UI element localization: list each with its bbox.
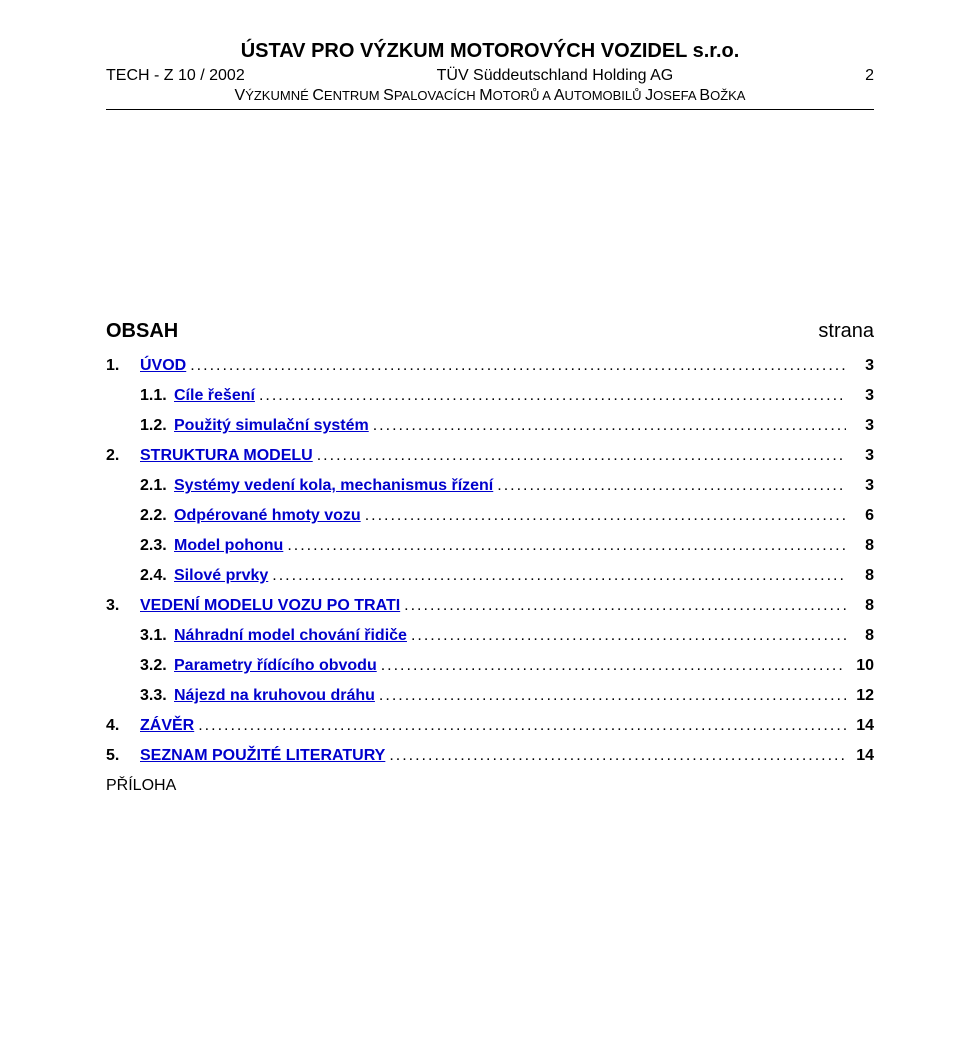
toc-page: 3	[850, 387, 874, 405]
toc-page: 6	[850, 507, 874, 525]
toc-label: VEDENÍ MODELU VOZU PO TRATI	[140, 597, 400, 615]
toc-entry: 2.4. Silové prvky 8	[140, 567, 874, 585]
toc-page: 14	[850, 747, 874, 765]
toc-number: 2.4.	[140, 567, 174, 585]
toc-link[interactable]: Odpérované hmoty vozu	[174, 507, 361, 524]
toc-leader	[287, 537, 846, 555]
toc-link[interactable]: Parametry řídícího obvodu	[174, 657, 377, 674]
toc-leader	[389, 747, 846, 765]
toc-entry: 3.2. Parametry řídícího obvodu 10	[140, 657, 874, 675]
toc-page: 3	[850, 357, 874, 375]
toc-strana-label: strana	[818, 320, 874, 343]
research-centre-subtitle: VÝZKUMNÉ CENTRUM SPALOVACÍCH MOTORŮ A AU…	[106, 87, 874, 105]
toc-entry: 1. ÚVOD 3	[106, 357, 874, 375]
toc-entry: 2. STRUKTURA MODELU 3	[106, 447, 874, 465]
toc-leader	[411, 627, 846, 645]
toc-label: Nájezd na kruhovou dráhu	[174, 687, 375, 705]
toc-label: Odpérované hmoty vozu	[174, 507, 361, 525]
toc-entry: 1.1. Cíle řešení 3	[140, 387, 874, 405]
toc-page: 8	[850, 627, 874, 645]
toc-link[interactable]: ÚVOD	[140, 357, 186, 374]
toc-entry: 3.3. Nájezd na kruhovou dráhu 12	[140, 687, 874, 705]
toc-link[interactable]: VEDENÍ MODELU VOZU PO TRATI	[140, 597, 400, 614]
toc-leader	[404, 597, 846, 615]
toc-link[interactable]: ZÁVĚR	[140, 717, 194, 734]
toc-leader	[497, 477, 846, 495]
toc-entry: 2.2. Odpérované hmoty vozu 6	[140, 507, 874, 525]
toc-page: 14	[850, 717, 874, 735]
toc-number: 1.	[106, 357, 140, 375]
toc-page: 3	[850, 447, 874, 465]
toc-label: SEZNAM POUŽITÉ LITERATURY	[140, 747, 385, 765]
toc-number: 2.2.	[140, 507, 174, 525]
toc-label: Model pohonu	[174, 537, 283, 555]
toc-number: 3.3.	[140, 687, 174, 705]
toc-number: 2.3.	[140, 537, 174, 555]
tech-code: TECH - Z 10 / 2002	[106, 67, 245, 85]
toc-label: Použitý simulační systém	[174, 417, 369, 435]
toc-link[interactable]: Cíle řešení	[174, 387, 255, 404]
toc-number: 5.	[106, 747, 140, 765]
toc-entry: 2.1. Systémy vedení kola, mechanismus ří…	[140, 477, 874, 495]
toc-number: 3.1.	[140, 627, 174, 645]
toc-label: Náhradní model chování řidiče	[174, 627, 407, 645]
toc-list: 1. ÚVOD 3 1.1. Cíle řešení 3 1.2. Použit…	[106, 357, 874, 765]
page-number: 2	[865, 67, 874, 85]
toc-page: 8	[850, 597, 874, 615]
header-divider	[106, 109, 874, 110]
toc-link[interactable]: Model pohonu	[174, 537, 283, 554]
toc-page: 8	[850, 567, 874, 585]
toc-number: 1.2.	[140, 417, 174, 435]
page-header: ÚSTAV PRO VÝZKUM MOTOROVÝCH VOZIDEL s.r.…	[106, 40, 874, 110]
toc-leader	[198, 717, 846, 735]
toc-entry: 2.3. Model pohonu 8	[140, 537, 874, 555]
toc-leader	[365, 507, 846, 525]
publisher: TÜV Süddeutschland Holding AG	[245, 67, 865, 85]
toc-page: 10	[850, 657, 874, 675]
toc-link[interactable]: Silové prvky	[174, 567, 268, 584]
toc-number: 1.1.	[140, 387, 174, 405]
toc-link[interactable]: Nájezd na kruhovou dráhu	[174, 687, 375, 704]
header-line-2: TECH - Z 10 / 2002 TÜV Süddeutschland Ho…	[106, 67, 874, 85]
toc-link[interactable]: Použitý simulační systém	[174, 417, 369, 434]
toc-link[interactable]: Náhradní model chování řidiče	[174, 627, 407, 644]
toc-appendix: PŘÍLOHA	[106, 777, 874, 795]
toc-link[interactable]: Systémy vedení kola, mechanismus řízení	[174, 477, 493, 494]
toc-number: 4.	[106, 717, 140, 735]
toc-label: STRUKTURA MODELU	[140, 447, 313, 465]
toc-label: Silové prvky	[174, 567, 268, 585]
toc-number: 3.2.	[140, 657, 174, 675]
toc-number: 2.1.	[140, 477, 174, 495]
toc-title: OBSAH	[106, 320, 178, 343]
toc-label: ZÁVĚR	[140, 717, 194, 735]
toc-leader	[381, 657, 846, 675]
toc-leader	[379, 687, 846, 705]
toc-section: OBSAH strana 1. ÚVOD 3 1.1. Cíle řešení …	[106, 320, 874, 795]
toc-leader	[259, 387, 846, 405]
toc-leader	[317, 447, 846, 465]
toc-entry: 4. ZÁVĚR 14	[106, 717, 874, 735]
toc-page: 8	[850, 537, 874, 555]
toc-page: 3	[850, 417, 874, 435]
toc-entry: 3. VEDENÍ MODELU VOZU PO TRATI 8	[106, 597, 874, 615]
toc-label: Cíle řešení	[174, 387, 255, 405]
toc-label: Parametry řídícího obvodu	[174, 657, 377, 675]
toc-page: 12	[850, 687, 874, 705]
institute-title: ÚSTAV PRO VÝZKUM MOTOROVÝCH VOZIDEL s.r.…	[106, 40, 874, 63]
toc-number: 3.	[106, 597, 140, 615]
toc-leader	[272, 567, 846, 585]
toc-link[interactable]: STRUKTURA MODELU	[140, 447, 313, 464]
toc-number: 2.	[106, 447, 140, 465]
toc-label: Systémy vedení kola, mechanismus řízení	[174, 477, 493, 495]
toc-label: ÚVOD	[140, 357, 186, 375]
toc-entry: 5. SEZNAM POUŽITÉ LITERATURY 14	[106, 747, 874, 765]
toc-link[interactable]: SEZNAM POUŽITÉ LITERATURY	[140, 747, 385, 764]
toc-header: OBSAH strana	[106, 320, 874, 343]
toc-page: 3	[850, 477, 874, 495]
toc-entry: 1.2. Použitý simulační systém 3	[140, 417, 874, 435]
toc-leader	[190, 357, 846, 375]
toc-entry: 3.1. Náhradní model chování řidiče 8	[140, 627, 874, 645]
toc-leader	[373, 417, 846, 435]
